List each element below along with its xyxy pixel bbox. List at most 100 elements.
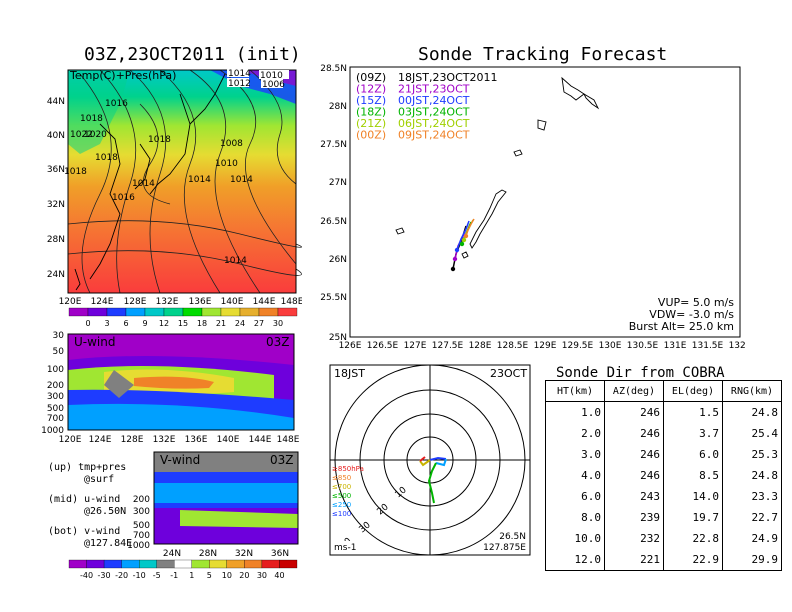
temp-colorbar-swatch xyxy=(144,307,165,317)
cobra-cell: 14.0 xyxy=(663,486,723,507)
wind-colorbar-swatch xyxy=(226,559,245,569)
cobra-title: Sonde Dir from COBRA xyxy=(556,365,725,381)
level-legend-item: ≥850hPa xyxy=(332,465,364,473)
temp-colorbar-swatch xyxy=(220,307,241,317)
wind-colorbar-label: -30 xyxy=(98,571,111,580)
wind-colorbar-label: 5 xyxy=(207,571,212,580)
svg-text:124E: 124E xyxy=(89,435,112,445)
polar-hodograph: 10 20 30 40 18JST 23OCT ≥850hPa≤850≤700≤… xyxy=(329,364,531,556)
cobra-cell: 246 xyxy=(604,401,664,423)
wind-colorbar-label: -5 xyxy=(153,571,161,580)
svg-text:1018: 1018 xyxy=(148,135,171,145)
svg-text:500: 500 xyxy=(47,404,64,414)
cobra-cell: 10.0 xyxy=(574,532,602,545)
level-legend-item: ≤250 xyxy=(332,501,351,509)
level-legend-item: ≤700 xyxy=(332,483,351,491)
sonde-endpoint xyxy=(459,241,465,247)
svg-text:26N: 26N xyxy=(329,255,347,265)
islands xyxy=(395,76,600,259)
legend-time: 21JST,23OCT xyxy=(398,83,470,96)
level-legend: ≥850hPa≤850≤700≤500≤250≤100 xyxy=(332,465,364,518)
svg-text:28.5N: 28.5N xyxy=(320,64,347,74)
svg-text:120E: 120E xyxy=(59,297,82,307)
surface-map: Temp(C)+Pres(hPa) 44N 40N 36N 32N 28N 24… xyxy=(47,68,302,307)
cobra-cell: 25.3 xyxy=(722,444,781,465)
temp-colorbar-swatch xyxy=(163,307,184,317)
temperature-colorbar: 0 3 6 9 12 15 18 21 24 27 30 xyxy=(68,307,298,328)
cobra-cell: 243 xyxy=(604,486,664,507)
temp-colorbar-label: 0 xyxy=(85,319,90,328)
svg-text:36N: 36N xyxy=(47,165,65,175)
temp-colorbar-label: 12 xyxy=(159,319,169,328)
svg-text:1018: 1018 xyxy=(95,153,118,163)
cobra-cell: 221 xyxy=(604,549,664,570)
vwind-panel: V-wind 03Z 200 300 500 700 1000 24N 28N … xyxy=(127,451,299,559)
table-row: 8.0 239 19.7 22.7 xyxy=(546,507,781,528)
svg-text:700: 700 xyxy=(47,414,64,424)
cobra-cell: 6.0 xyxy=(581,490,601,503)
cobra-cell: 25.4 xyxy=(722,423,781,444)
table-row: 4.0 246 8.5 24.8 xyxy=(546,465,781,486)
svg-text:300: 300 xyxy=(47,392,64,402)
table-row: 10.0 232 22.8 24.9 xyxy=(546,528,781,549)
svg-text:140E: 140E xyxy=(221,297,244,307)
cobra-cell: 232 xyxy=(604,528,664,549)
wind-colorbar-swatch xyxy=(139,559,157,569)
wind-colorbar-swatch xyxy=(121,559,140,569)
svg-text:25N: 25N xyxy=(329,333,347,343)
temp-colorbar-label: 27 xyxy=(254,319,264,328)
temp-colorbar-swatch xyxy=(125,307,146,317)
svg-text:1018: 1018 xyxy=(80,114,103,124)
svg-text:1010: 1010 xyxy=(260,71,283,81)
svg-text:24N: 24N xyxy=(47,270,65,280)
cobra-header: RNG(km) xyxy=(722,381,781,402)
polar-lat: 26.5N xyxy=(499,532,526,542)
svg-text:36N: 36N xyxy=(271,549,289,559)
temp-colorbar-label: 6 xyxy=(123,319,128,328)
svg-text:136E: 136E xyxy=(185,435,208,445)
vwind-y-ticks: 200 300 500 700 1000 xyxy=(127,495,150,551)
svg-text:1000: 1000 xyxy=(41,426,64,436)
svg-text:28N: 28N xyxy=(47,235,65,245)
legend-time: 18JST,23OCT2011 xyxy=(398,71,498,84)
cobra-cell: 8.5 xyxy=(663,465,723,486)
tracking-lat-ticks: 28.5N 28N 27.5N 27N 26.5N 26N 25.5N 25N xyxy=(320,64,347,343)
tracking-lon-tick: 126E xyxy=(339,341,362,351)
hodograph-line xyxy=(419,456,447,504)
temp-colorbar-label: 30 xyxy=(273,319,283,328)
map-lat-ticks: 44N 40N 36N 32N 28N 24N xyxy=(47,97,65,280)
table-row: 3.0 246 6.0 25.3 xyxy=(546,444,781,465)
svg-text:1014: 1014 xyxy=(224,256,247,266)
cobra-cell: 29.9 xyxy=(722,549,781,570)
cobra-cell: 12.0 xyxy=(574,553,602,566)
svg-text:132E: 132E xyxy=(156,297,179,307)
wind-colorbar-swatch xyxy=(261,559,280,569)
svg-text:140E: 140E xyxy=(217,435,240,445)
sonde-endpoint xyxy=(454,247,460,253)
temp-colorbar-swatch xyxy=(239,307,260,317)
wind-colorbar: -40 -30 -20 -10 -5 -1 1 5 10 20 30 40 xyxy=(68,559,298,580)
svg-text:1014: 1014 xyxy=(230,175,253,185)
polar-time: 18JST xyxy=(334,367,365,380)
cobra-cell: 239 xyxy=(604,507,664,528)
temp-colorbar-swatch xyxy=(277,307,298,317)
sonde-track xyxy=(465,218,475,237)
cobra-cell: 19.7 xyxy=(663,507,723,528)
svg-text:1014: 1014 xyxy=(132,179,155,189)
svg-text:100: 100 xyxy=(47,365,64,375)
vwind-x-ticks: 24N 28N 32N 36N xyxy=(163,549,289,559)
svg-text:144E: 144E xyxy=(249,435,272,445)
svg-text:144E: 144E xyxy=(253,297,276,307)
svg-text:1018: 1018 xyxy=(64,167,87,177)
svg-text:148E: 148E xyxy=(277,435,300,445)
vwind-label: V-wind xyxy=(160,453,200,467)
cobra-cell: 246 xyxy=(604,444,664,465)
tracking-lon-tick: 129E xyxy=(534,341,557,351)
table-row: 6.0 243 14.0 23.3 xyxy=(546,486,781,507)
wind-colorbar-label: -20 xyxy=(115,571,128,580)
legend-code: (21Z) xyxy=(356,117,386,130)
svg-text:1022: 1022 xyxy=(70,130,93,140)
svg-text:1016: 1016 xyxy=(105,99,128,109)
sonde-endpoint xyxy=(452,256,458,262)
cobra-cell: 22.8 xyxy=(663,528,723,549)
